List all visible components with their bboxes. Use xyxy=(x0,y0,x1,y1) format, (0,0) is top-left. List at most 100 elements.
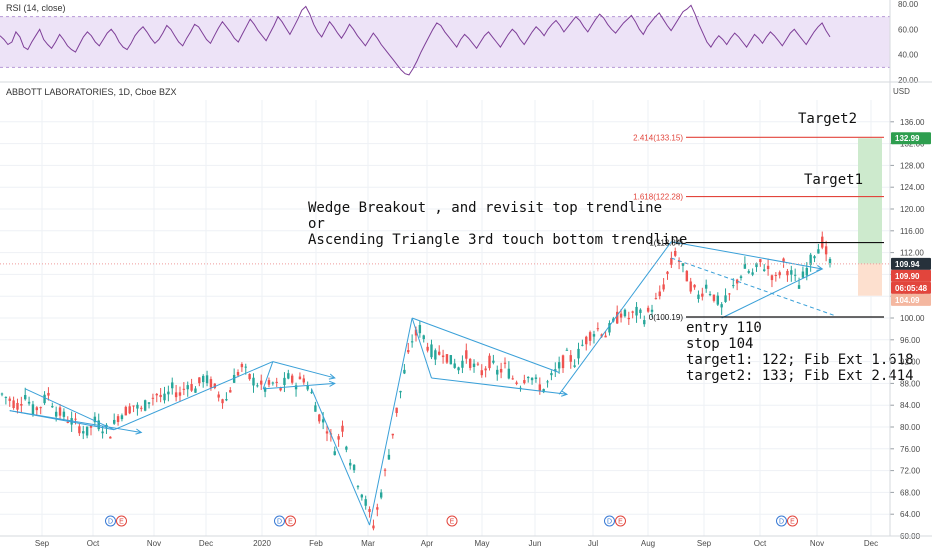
fib-level-label: 1(113.84) xyxy=(649,239,683,248)
candle-body xyxy=(78,426,81,434)
candle-body xyxy=(267,380,271,385)
earnings-marker[interactable] xyxy=(446,515,458,527)
dividend-marker[interactable] xyxy=(274,515,285,527)
candle-body xyxy=(16,402,19,410)
candle-body xyxy=(12,400,15,409)
dividend-marker[interactable] xyxy=(105,515,116,527)
trendline xyxy=(671,241,823,270)
earnings-marker[interactable] xyxy=(787,515,798,527)
x-tick-label: Apr xyxy=(421,539,434,548)
candle-body xyxy=(31,404,35,415)
candle-body xyxy=(190,384,193,391)
candle-body xyxy=(352,464,356,471)
target1-label: Target1 xyxy=(804,172,863,188)
candle-body xyxy=(171,382,174,389)
y-tick-label: 124.00 xyxy=(900,183,925,192)
candle-body xyxy=(538,384,542,391)
dividend-marker[interactable] xyxy=(604,515,615,527)
x-tick-label: Oct xyxy=(87,539,100,548)
pattern-note-line2: or xyxy=(308,216,325,232)
candle-body xyxy=(407,350,410,353)
rsi-tick-label: 80.00 xyxy=(898,0,919,9)
candle-body xyxy=(198,377,201,384)
candle-body xyxy=(298,376,302,380)
candle-body xyxy=(499,368,503,373)
candle-body xyxy=(217,394,220,398)
trendlines xyxy=(9,241,835,526)
candle-body xyxy=(140,407,143,409)
earnings-marker[interactable] xyxy=(615,515,626,527)
candle-body xyxy=(151,397,155,399)
candle-body xyxy=(120,415,124,420)
candle-body xyxy=(650,309,654,312)
price-tag xyxy=(891,293,931,306)
candle-body xyxy=(0,393,4,395)
price-y-axis[interactable]: 136.00132.00128.00124.00120.00116.00112.… xyxy=(890,118,925,541)
candle-body xyxy=(229,390,232,393)
candle-body xyxy=(496,369,499,375)
candle-body xyxy=(592,334,596,337)
rsi-tick-label: 40.00 xyxy=(898,51,919,60)
candle-body xyxy=(751,272,754,275)
candle-body xyxy=(662,284,665,290)
price-tag-label: 132.99 xyxy=(895,134,920,143)
candle-body xyxy=(178,392,182,396)
candle-body xyxy=(128,406,131,414)
price-panel[interactable]: ABBOTT LABORATORIES, 1D, Cboe BZX 2.414(… xyxy=(0,87,931,541)
x-tick-label: Aug xyxy=(641,539,655,548)
candle-body xyxy=(263,387,267,392)
event-marker-label: D xyxy=(277,519,282,526)
time-axis[interactable]: Sep Oct Nov Dec 2020 Feb Mar Apr May Jun Jul Aug Sep… xyxy=(35,539,878,548)
candle-body xyxy=(47,392,50,396)
candle-body xyxy=(360,494,364,498)
candle-body xyxy=(341,425,344,432)
candle-body xyxy=(542,389,545,393)
candle-body xyxy=(763,269,766,271)
trade-entry: entry 110 xyxy=(686,320,762,336)
candle-body xyxy=(739,276,743,279)
earnings-marker[interactable] xyxy=(285,515,296,527)
rsi-line xyxy=(0,4,831,76)
candle-body xyxy=(480,370,483,376)
candle-body xyxy=(275,381,278,383)
earnings-marker[interactable] xyxy=(116,515,127,527)
rsi-panel[interactable]: RSI (14, close) 80.00 60.00 40.00 20.00 xyxy=(0,0,919,85)
pattern-note-line1: Wedge Breakout , and revisit top trendli… xyxy=(308,200,662,216)
candle-body xyxy=(62,411,66,417)
rsi-y-axis: 80.00 60.00 40.00 20.00 xyxy=(898,0,919,85)
candle-body xyxy=(735,279,739,284)
candle-body xyxy=(318,414,321,422)
candle-body xyxy=(283,377,286,385)
y-tick-label: 76.00 xyxy=(900,445,921,454)
x-tick-label: Dec xyxy=(199,539,213,548)
candle-body xyxy=(488,355,491,369)
candle-body xyxy=(472,363,476,367)
trendline xyxy=(431,377,567,395)
price-tags: 132.99 109.94 109.90 06:05:48 104.09 xyxy=(891,132,931,306)
candle-body xyxy=(310,392,313,394)
candle-body xyxy=(376,507,379,510)
candle-body xyxy=(770,275,774,281)
candle-body xyxy=(523,380,526,384)
trendline-arrow xyxy=(328,373,336,380)
x-tick-label: Sep xyxy=(35,539,50,548)
dividend-marker[interactable] xyxy=(776,515,787,527)
candle-body xyxy=(747,271,750,273)
candle-body xyxy=(693,284,696,288)
candle-body xyxy=(507,368,511,379)
candle-body xyxy=(577,348,580,359)
candle-body xyxy=(588,332,592,341)
candle-body xyxy=(20,403,23,406)
candle-body xyxy=(716,295,719,305)
trendline-arrow xyxy=(328,380,336,387)
candle-body xyxy=(260,380,263,385)
x-tick-label: 2020 xyxy=(253,539,271,548)
candle-body xyxy=(608,323,611,333)
y-tick-label: 68.00 xyxy=(900,488,921,497)
candle-body xyxy=(461,360,464,368)
candle-body xyxy=(287,373,290,379)
candle-body xyxy=(66,421,69,423)
candle-body xyxy=(704,284,708,289)
